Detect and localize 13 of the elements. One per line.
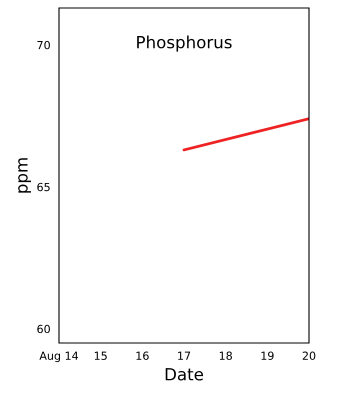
text: Phosphorus xyxy=(137,36,232,52)
y-axis-title: ppm xyxy=(18,158,31,193)
y-tick-label: 70 xyxy=(37,40,50,50)
x-tick-label: 18 xyxy=(220,352,232,360)
y-tick-label: 60 xyxy=(37,324,50,334)
x-axis-title: Date xyxy=(166,368,204,381)
x-tick-label: 17 xyxy=(178,352,190,360)
x-tick-label: 15 xyxy=(94,352,107,360)
y-tick-label: 65 xyxy=(37,182,50,192)
x-tick-label: 19 xyxy=(261,352,274,360)
x-tick-label: Aug 14 xyxy=(39,352,78,362)
x-tick-label: 20 xyxy=(302,352,316,360)
x-tick-label: 16 xyxy=(136,352,149,360)
